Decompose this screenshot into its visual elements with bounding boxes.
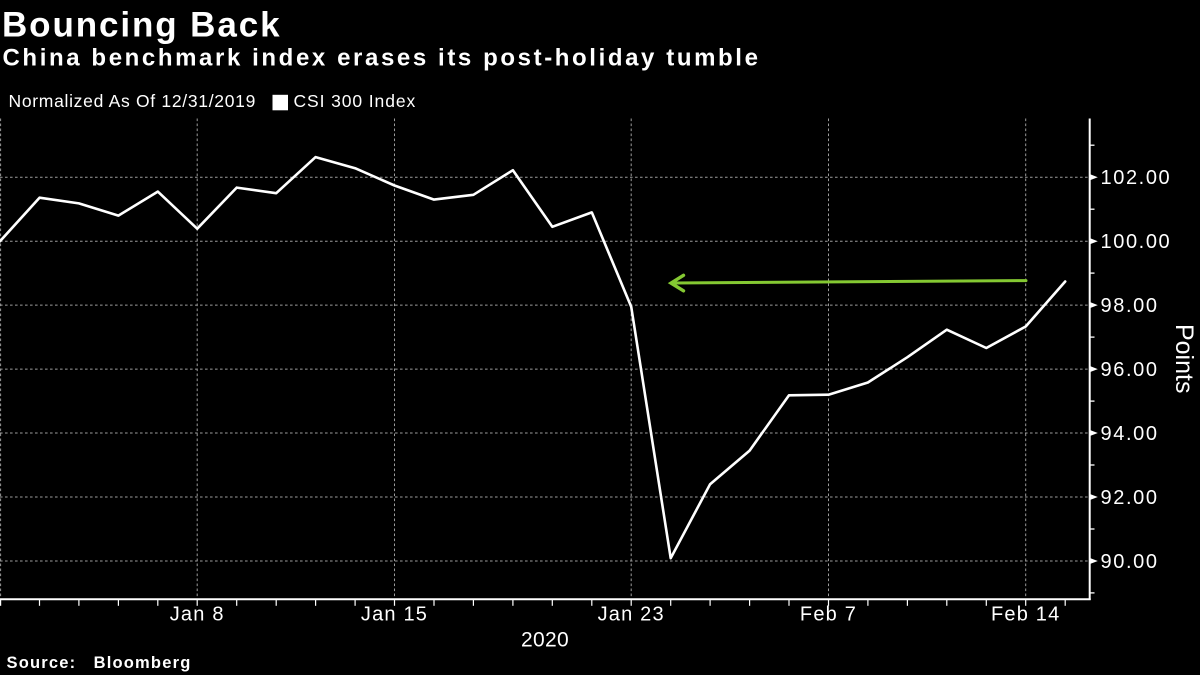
svg-text:90.00: 90.00 [1101,551,1159,573]
svg-text:Feb 14: Feb 14 [991,604,1060,626]
svg-text:102.00: 102.00 [1101,167,1172,189]
svg-text:94.00: 94.00 [1101,423,1159,445]
svg-text:Jan 23: Jan 23 [598,604,665,626]
svg-text:Source:Bloomberg: Source: Bloomberg [7,654,192,672]
svg-text:Points: Points [1170,324,1198,393]
svg-text:Feb 7: Feb 7 [800,604,857,626]
svg-text:96.00: 96.00 [1101,359,1159,381]
svg-text:Jan 15: Jan 15 [361,604,428,626]
svg-text:92.00: 92.00 [1101,487,1159,509]
svg-text:2020: 2020 [521,628,569,651]
svg-text:Jan 8: Jan 8 [170,604,225,626]
svg-text:China benchmark index erases i: China benchmark index erases its post-ho… [3,45,761,72]
svg-text:Normalized As Of 12/31/2019: Normalized As Of 12/31/2019 [9,91,257,111]
svg-text:98.00: 98.00 [1101,295,1159,317]
svg-text:CSI 300 Index: CSI 300 Index [294,91,417,111]
svg-text:100.00: 100.00 [1101,231,1172,253]
svg-text:Bouncing Back: Bouncing Back [2,6,281,45]
